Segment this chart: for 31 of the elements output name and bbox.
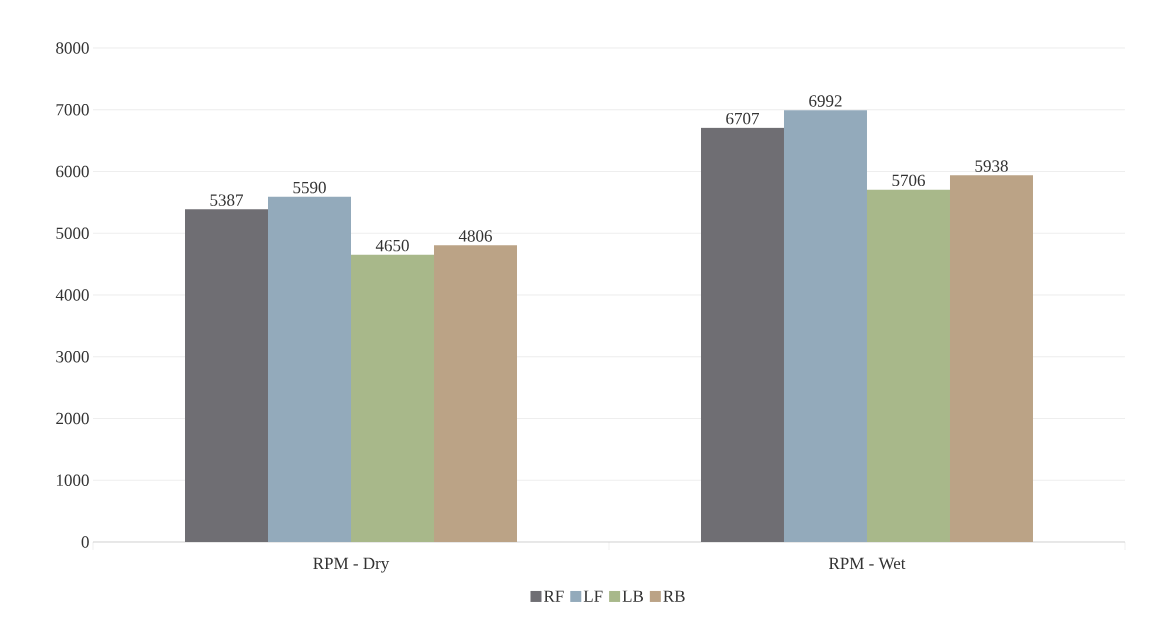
bar	[783, 110, 867, 542]
y-tick-label: 2000	[56, 412, 89, 425]
y-tick-label: 7000	[56, 104, 89, 116]
data-label: 5590	[293, 181, 326, 194]
y-tick-label: 3000	[56, 351, 89, 363]
legend-label: LB	[622, 590, 644, 602]
data-label: 5706	[892, 174, 925, 187]
data-label: 4650	[375, 239, 409, 252]
y-tick-label: 1000	[56, 474, 89, 486]
y-tick-label: 8000	[56, 42, 89, 54]
data-label: 5938	[975, 160, 1008, 172]
bar	[700, 127, 784, 542]
data-label: 5387	[210, 194, 244, 206]
x-tick-label: RPM - Wet	[828, 557, 906, 570]
bar	[949, 175, 1033, 542]
y-tick-label: 4000	[55, 289, 89, 301]
data-label: 6707	[726, 112, 760, 125]
y-tick-label: 5000	[56, 227, 89, 239]
bar	[434, 245, 517, 542]
bar	[268, 196, 352, 542]
data-label: 6992	[809, 95, 842, 107]
y-tick-label: 0	[81, 536, 89, 548]
bar	[185, 209, 269, 542]
y-tick-label: 6000	[56, 165, 89, 178]
x-tick-label: RPM - Dry	[313, 557, 390, 573]
bar	[866, 189, 950, 542]
data-label: 4806	[458, 230, 492, 242]
legend-label: LF	[583, 590, 603, 602]
legend-label: RB	[663, 590, 685, 602]
legend-label: RF	[543, 590, 564, 602]
bar	[351, 254, 434, 542]
